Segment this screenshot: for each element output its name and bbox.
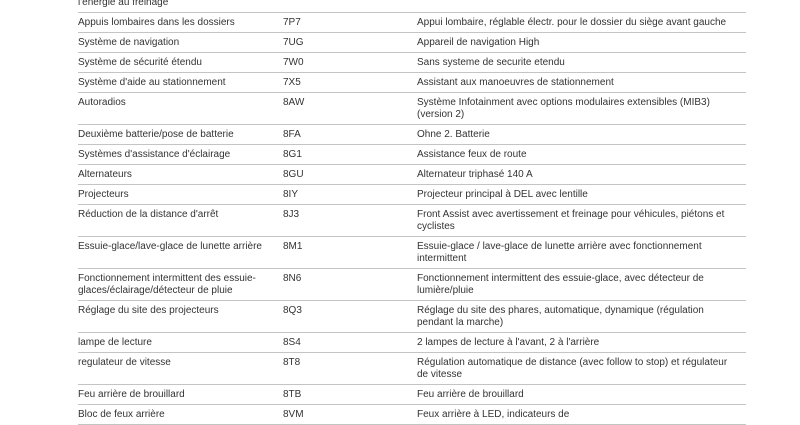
- feature-cell: Alternateurs: [78, 169, 132, 180]
- feature-cell: Bloc de feux arrière: [78, 409, 165, 420]
- code-cell: 8Q3: [283, 305, 302, 316]
- feature-cell: Fonctionnement intermittent des essuie-g…: [78, 273, 256, 296]
- feature-cell: Systèmes d'assistance d'éclairage: [78, 149, 231, 160]
- feature-cell: Réglage du site des projecteurs: [78, 305, 219, 316]
- description-cell: 2 lampes de lecture à l'avant, 2 à l'arr…: [417, 337, 600, 348]
- description-cell: Front Assist avec avertissement et frein…: [417, 209, 725, 232]
- feature-cell: Appuis lombaires dans les dossiers: [78, 17, 235, 28]
- code-cell: 8IY: [283, 189, 299, 200]
- table-row: Réduction de la distance d'arrêt 8J3 Front…: [78, 205, 746, 237]
- code-cell: 8FA: [283, 129, 301, 140]
- feature-cell: l'énergie au freinage: [78, 0, 169, 8]
- feature-cell: Essuie-glace/lave-glace de lunette arriè…: [78, 241, 262, 252]
- feature-cell: Réduction de la distance d'arrêt: [78, 209, 219, 220]
- code-cell: 7UG: [283, 37, 304, 48]
- table-row: Système de navigation 7UG Appareil de navi…: [78, 33, 746, 53]
- code-cell: 8G1: [283, 149, 302, 160]
- code-cell: 7X5: [283, 77, 301, 88]
- table-row: Réglage du site des projecteurs 8Q3 Réglag…: [78, 301, 746, 333]
- table-row: Systèmes d'assistance d'éclairage 8G1 Assi…: [78, 145, 746, 165]
- feature-cell: Projecteurs: [78, 189, 129, 200]
- description-cell: Régulation automatique de distance (avec…: [417, 357, 728, 380]
- table-row: Système de sécurité étendu 7W0 Sans system…: [78, 53, 746, 73]
- feature-cell: Système de navigation: [78, 37, 180, 48]
- feature-cell: Feu arrière de brouillard: [78, 389, 185, 400]
- description-cell: Alternateur triphasé 140 A: [417, 169, 533, 180]
- table-row: Bloc de feux arrière 8VM Feux arrière à LE…: [78, 405, 746, 425]
- table-row: l'énergie au freinage: [78, 0, 746, 13]
- code-cell: 8AW: [283, 97, 305, 108]
- feature-cell: Système d'aide au stationnement: [78, 77, 226, 88]
- description-cell: Feux arrière à LED, indicateurs de: [417, 409, 570, 420]
- description-cell: Ohne 2. Batterie: [417, 129, 490, 140]
- table-row: Alternateurs 8GU Alternateur triphasé 140 …: [78, 165, 746, 185]
- table-row: Essuie-glace/lave-glace de lunette arriè…: [78, 237, 746, 269]
- feature-cell: Autoradios: [78, 97, 126, 108]
- description-cell: Essuie-glace / lave-glace de lunette arr…: [417, 241, 702, 264]
- table-row: regulateur de vitesse 8T8 Régulation autom…: [78, 353, 746, 385]
- description-cell: Fonctionnement intermittent des essuie-g…: [417, 273, 704, 296]
- feature-cell: Deuxième batterie/pose de batterie: [78, 129, 234, 140]
- code-cell: [283, 0, 417, 9]
- description-cell: Assistant aux manoeuvres de stationnemen…: [417, 77, 614, 88]
- table-row: lampe de lecture 8S4 2 lampes de lecture à…: [78, 333, 746, 353]
- code-cell: 8T8: [283, 357, 301, 368]
- description-cell: [417, 0, 746, 9]
- table-row: Système d'aide au stationnement 7X5 Assist…: [78, 73, 746, 93]
- code-cell: 8J3: [283, 209, 300, 220]
- description-cell: Sans systeme de securite etendu: [417, 57, 565, 68]
- code-cell: 8N6: [283, 273, 302, 284]
- description-cell: Feu arrière de brouillard: [417, 389, 524, 400]
- description-cell: Assistance feux de route: [417, 149, 527, 160]
- feature-cell: regulateur de vitesse: [78, 357, 171, 368]
- code-cell: 8M1: [283, 241, 303, 252]
- description-cell: Appui lombaire, réglable électr. pour le…: [417, 17, 727, 28]
- table-row: Appuis lombaires dans les dossiers 7P7 App…: [78, 13, 746, 33]
- table-row: Autoradios 8AW Système Infotainment avec o…: [78, 93, 746, 125]
- table-row: Fonctionnement intermittent des essuie-g…: [78, 269, 746, 301]
- code-cell: 8S4: [283, 337, 301, 348]
- feature-cell: lampe de lecture: [78, 337, 152, 348]
- code-cell: 8GU: [283, 169, 304, 180]
- equipment-table: l'énergie au freinage Appuis lombaires da…: [78, 0, 746, 425]
- description-cell: Appareil de navigation High: [417, 37, 540, 48]
- code-cell: 8TB: [283, 389, 302, 400]
- table-row: Feu arrière de brouillard 8TB Feu arrière …: [78, 385, 746, 405]
- table-row: Projecteurs 8IY Projecteur principal à DEL…: [78, 185, 746, 205]
- description-cell: Réglage du site des phares, automatique,…: [417, 305, 704, 328]
- description-cell: Projecteur principal à DEL avec lentille: [417, 189, 588, 200]
- feature-cell: Système de sécurité étendu: [78, 57, 202, 68]
- code-cell: 8VM: [283, 409, 304, 420]
- code-cell: 7P7: [283, 17, 301, 28]
- table-row: Deuxième batterie/pose de batterie 8FA Ohn…: [78, 125, 746, 145]
- code-cell: 7W0: [283, 57, 304, 68]
- description-cell: Système Infotainment avec options modula…: [417, 97, 710, 120]
